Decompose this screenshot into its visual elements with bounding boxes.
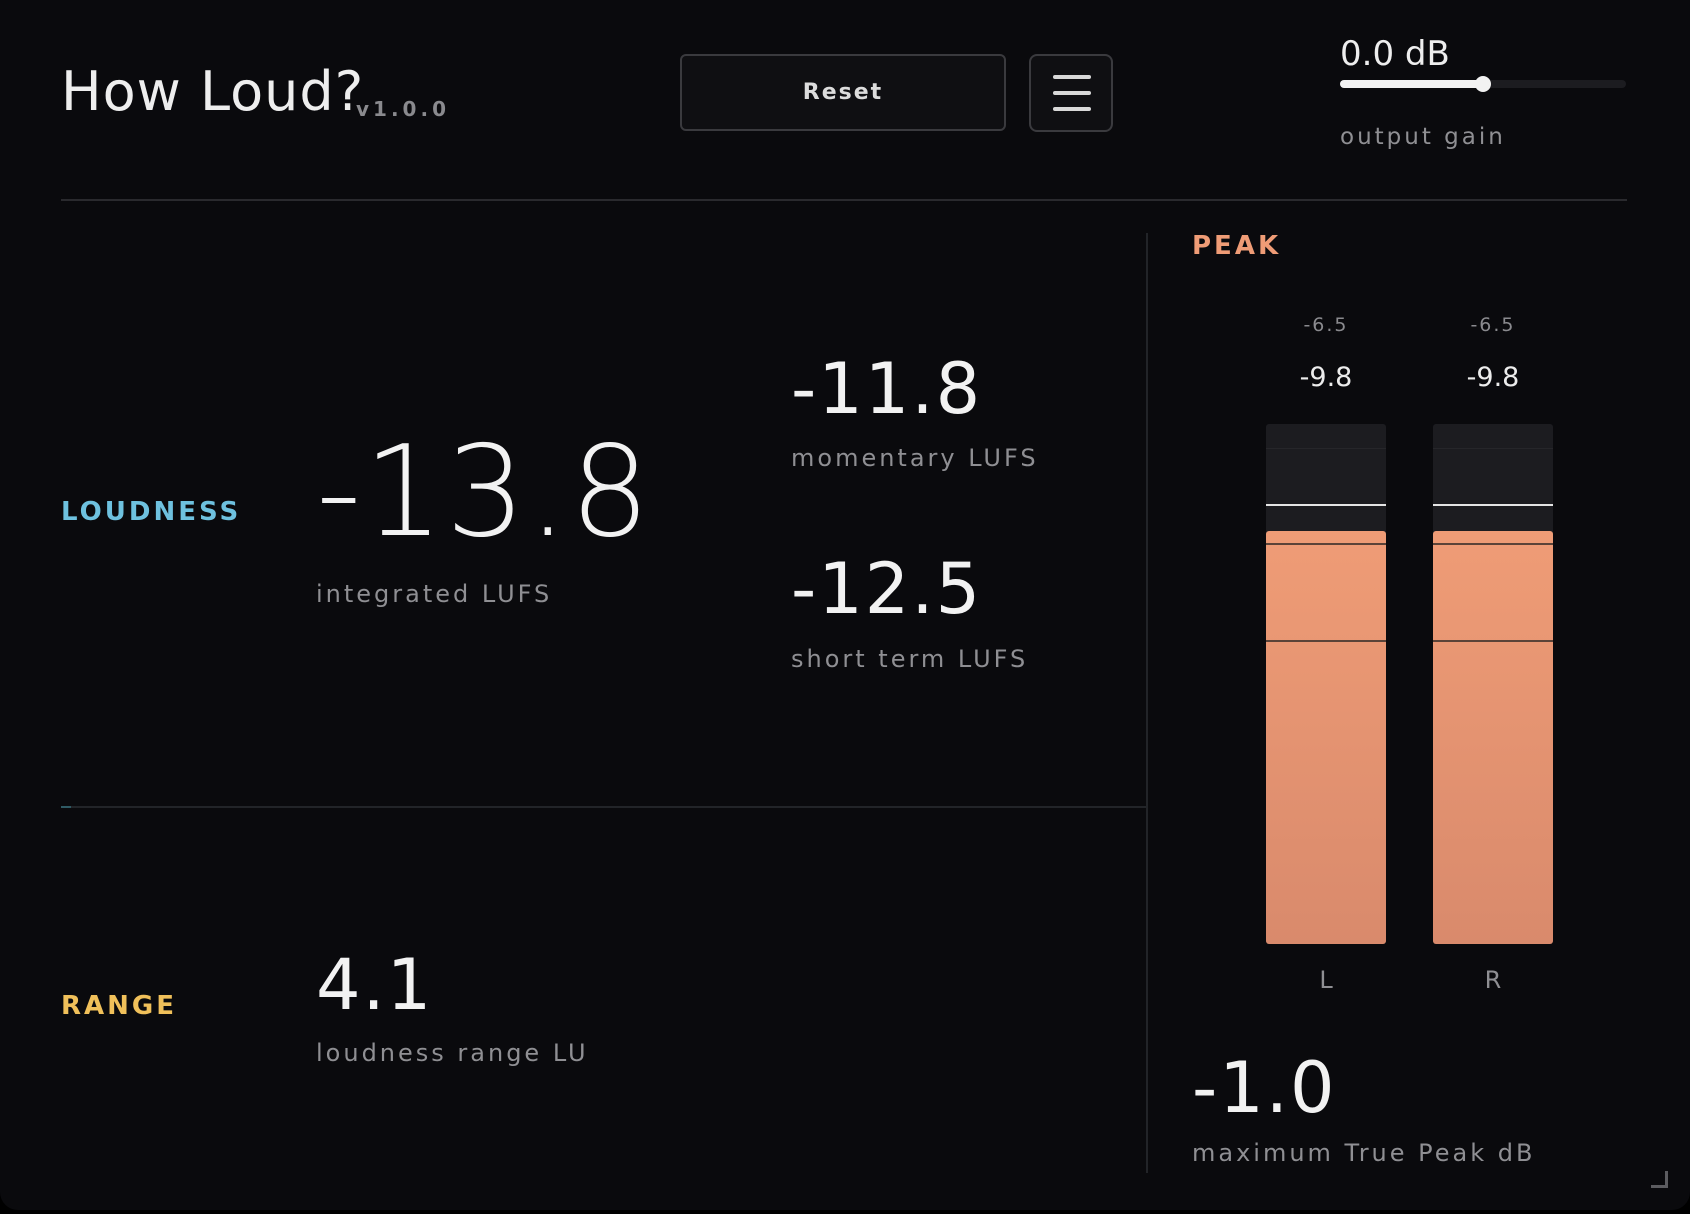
menu-icon-bar xyxy=(1053,91,1091,95)
output-gain-label: output gain xyxy=(1340,124,1506,150)
header-divider xyxy=(61,199,1627,201)
menu-icon-bar xyxy=(1053,75,1091,79)
integrated-lufs-caption: integrated LUFS xyxy=(316,580,553,608)
output-gain-value: 0.0 dB xyxy=(1340,34,1450,74)
peak-meter-top-line xyxy=(1266,448,1386,449)
range-section-label: RANGE xyxy=(61,991,178,1021)
true-peak-caption: maximum True Peak dB xyxy=(1192,1139,1536,1167)
menu-button[interactable] xyxy=(1029,54,1113,132)
peak-meter-hold-line xyxy=(1266,503,1386,506)
peak-meter-tick xyxy=(1266,543,1386,545)
loudness-range-value: 4.1 xyxy=(316,944,434,1026)
reset-button[interactable]: Reset xyxy=(680,54,1006,131)
app-title: How Loud? xyxy=(61,60,365,123)
loudness-range-caption: loudness range LU xyxy=(316,1039,589,1067)
version-label: v1.0.0 xyxy=(356,97,450,121)
peak-meter-tick xyxy=(1433,640,1553,642)
peak-panel-divider xyxy=(1146,233,1148,1173)
peak-section-label: PEAK xyxy=(1192,231,1282,261)
peak-meter-max-value: -6.5 xyxy=(1470,314,1516,336)
peak-meter-tick xyxy=(1266,640,1386,642)
peak-meter-hold-line xyxy=(1433,503,1553,506)
peak-meter-fill xyxy=(1266,530,1386,944)
menu-icon-bar xyxy=(1053,107,1091,111)
resize-grip-icon[interactable] xyxy=(1651,1171,1668,1188)
true-peak-value: -1.0 xyxy=(1192,1047,1337,1129)
peak-meter-current-value: -9.8 xyxy=(1466,362,1520,393)
peak-meter-bar xyxy=(1266,424,1386,944)
integrated-lufs-value: -13.8 xyxy=(316,418,653,565)
peak-meter-current-value: -9.8 xyxy=(1299,362,1353,393)
loudness-range-divider xyxy=(61,806,1146,808)
loudness-section-label: LOUDNESS xyxy=(61,497,242,527)
output-gain-slider-fill xyxy=(1340,80,1483,88)
output-gain-slider[interactable] xyxy=(1340,76,1626,92)
peak-meter-tick xyxy=(1433,543,1553,545)
output-gain-slider-thumb[interactable] xyxy=(1475,76,1491,92)
peak-meter-bar xyxy=(1433,424,1553,944)
peak-meter-channel-label: R xyxy=(1484,966,1502,994)
peak-meter-max-value: -6.5 xyxy=(1303,314,1349,336)
loudness-range-divider-accent xyxy=(61,806,71,808)
momentary-lufs-caption: momentary LUFS xyxy=(791,444,1039,472)
peak-meter-channel-label: L xyxy=(1319,966,1333,994)
short-term-lufs-value: -12.5 xyxy=(791,548,983,630)
momentary-lufs-value: -11.8 xyxy=(791,348,983,430)
short-term-lufs-caption: short term LUFS xyxy=(791,645,1029,673)
peak-meter-fill xyxy=(1433,530,1553,944)
peak-meter-top-line xyxy=(1433,448,1553,449)
